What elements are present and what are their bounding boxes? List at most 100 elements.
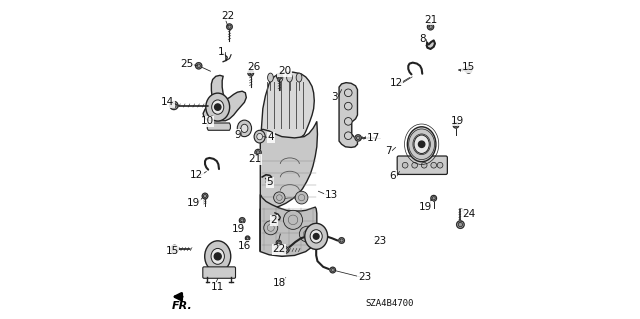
Polygon shape xyxy=(262,175,273,183)
Circle shape xyxy=(255,149,261,156)
Circle shape xyxy=(248,70,253,76)
FancyBboxPatch shape xyxy=(203,267,236,278)
Text: 4: 4 xyxy=(268,132,274,142)
Ellipse shape xyxy=(296,73,302,82)
Text: 14: 14 xyxy=(161,97,174,107)
Text: 7: 7 xyxy=(385,145,392,156)
Text: 10: 10 xyxy=(201,116,214,126)
Text: 22: 22 xyxy=(221,11,234,21)
Text: 23: 23 xyxy=(374,236,387,247)
FancyBboxPatch shape xyxy=(397,156,447,174)
Circle shape xyxy=(314,234,319,239)
Circle shape xyxy=(264,221,278,235)
Polygon shape xyxy=(203,75,246,121)
Text: 13: 13 xyxy=(324,190,338,200)
Ellipse shape xyxy=(212,100,224,114)
Circle shape xyxy=(465,67,472,73)
Circle shape xyxy=(431,196,436,201)
Text: 2: 2 xyxy=(271,215,277,226)
Text: 19: 19 xyxy=(232,224,244,234)
Text: 11: 11 xyxy=(211,282,225,292)
Circle shape xyxy=(295,191,308,204)
Text: SZA4B4700: SZA4B4700 xyxy=(365,299,414,308)
Circle shape xyxy=(227,24,232,30)
Polygon shape xyxy=(261,72,314,141)
Text: 20: 20 xyxy=(278,66,291,76)
Circle shape xyxy=(453,122,459,128)
Text: 19: 19 xyxy=(451,116,464,126)
Circle shape xyxy=(284,210,303,229)
Circle shape xyxy=(195,63,202,69)
Ellipse shape xyxy=(305,223,328,249)
Text: 26: 26 xyxy=(247,63,260,72)
Circle shape xyxy=(276,240,281,245)
Polygon shape xyxy=(339,83,358,147)
Polygon shape xyxy=(260,195,317,256)
Circle shape xyxy=(245,236,250,241)
Text: 19: 19 xyxy=(419,202,432,211)
Circle shape xyxy=(428,24,434,30)
Text: 17: 17 xyxy=(367,133,380,143)
Text: FR.: FR. xyxy=(172,301,192,311)
Circle shape xyxy=(170,101,178,110)
Text: 23: 23 xyxy=(358,272,371,282)
Text: 15: 15 xyxy=(462,63,476,72)
Text: 5: 5 xyxy=(266,177,273,187)
Polygon shape xyxy=(260,122,317,252)
Ellipse shape xyxy=(277,73,283,82)
Ellipse shape xyxy=(407,127,436,162)
Ellipse shape xyxy=(257,133,262,140)
Circle shape xyxy=(403,162,408,168)
Circle shape xyxy=(239,218,245,223)
Text: 25: 25 xyxy=(180,59,194,69)
Circle shape xyxy=(344,118,352,125)
Ellipse shape xyxy=(310,230,322,243)
Polygon shape xyxy=(207,123,230,130)
Polygon shape xyxy=(426,41,435,49)
Ellipse shape xyxy=(268,73,273,82)
Ellipse shape xyxy=(237,120,252,137)
Circle shape xyxy=(412,162,417,168)
Text: 19: 19 xyxy=(187,198,200,208)
Text: 18: 18 xyxy=(273,278,286,288)
Circle shape xyxy=(421,162,427,168)
Circle shape xyxy=(214,104,221,110)
Circle shape xyxy=(437,162,443,168)
Text: 21: 21 xyxy=(248,154,262,165)
Text: 12: 12 xyxy=(390,78,403,88)
Ellipse shape xyxy=(254,130,265,143)
Text: 9: 9 xyxy=(234,130,241,140)
Text: 3: 3 xyxy=(331,92,338,102)
Ellipse shape xyxy=(205,241,231,272)
Circle shape xyxy=(330,267,335,273)
Text: 16: 16 xyxy=(238,241,251,251)
Circle shape xyxy=(202,193,208,199)
Text: 6: 6 xyxy=(390,171,396,181)
Circle shape xyxy=(344,102,352,110)
Circle shape xyxy=(344,132,352,139)
Circle shape xyxy=(339,238,344,243)
Circle shape xyxy=(456,221,464,228)
Circle shape xyxy=(431,162,436,168)
Circle shape xyxy=(276,73,282,79)
Ellipse shape xyxy=(287,73,292,82)
Text: 24: 24 xyxy=(462,209,476,219)
Ellipse shape xyxy=(211,249,225,264)
Text: 21: 21 xyxy=(424,15,437,25)
Circle shape xyxy=(171,245,179,253)
Circle shape xyxy=(419,141,425,147)
Text: 22: 22 xyxy=(272,244,285,254)
Ellipse shape xyxy=(241,124,248,132)
Ellipse shape xyxy=(206,93,230,121)
Circle shape xyxy=(282,247,289,253)
Circle shape xyxy=(214,253,221,260)
Ellipse shape xyxy=(414,135,429,153)
Text: 1: 1 xyxy=(218,47,224,57)
Text: 12: 12 xyxy=(190,170,204,180)
Circle shape xyxy=(344,89,352,97)
Text: 8: 8 xyxy=(419,34,426,44)
Circle shape xyxy=(300,226,316,242)
Text: 15: 15 xyxy=(166,246,179,256)
Circle shape xyxy=(355,135,362,141)
Circle shape xyxy=(274,192,285,203)
